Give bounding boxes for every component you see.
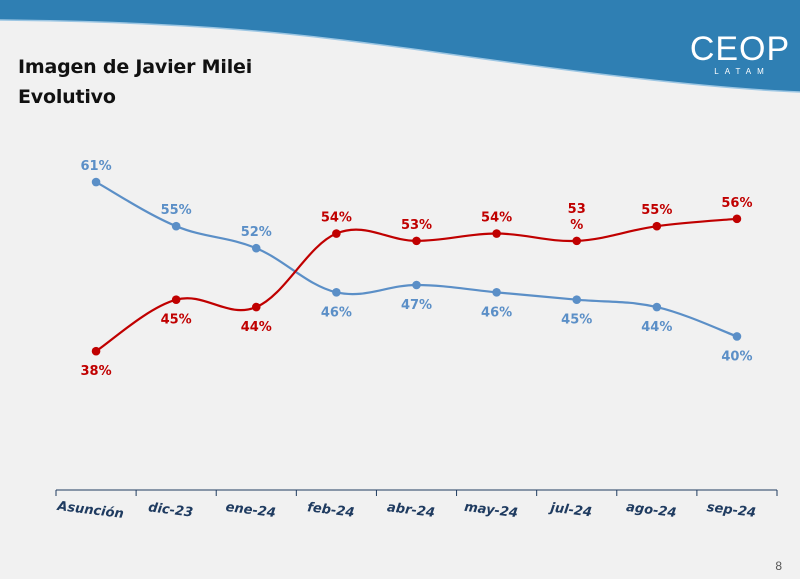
data-label: 45% (161, 313, 192, 328)
data-point (412, 236, 421, 246)
x-tick-label: dic-23 (147, 500, 193, 520)
data-point (652, 221, 662, 231)
data-label: 44% (241, 320, 272, 335)
data-label: 40% (721, 349, 752, 364)
data-label: 38% (80, 364, 111, 379)
data-label: 44% (641, 320, 672, 335)
data-label: 55% (641, 203, 672, 218)
data-point (492, 288, 501, 297)
x-tick-label: ene-24 (225, 500, 277, 521)
series-group: 61% 55% 52% 46% 47% 46% 45% 44% 40% 38% 45% 44% 54% 5… (80, 159, 752, 379)
x-tick-label: sep-24 (706, 500, 757, 521)
data-label: 52% (241, 225, 272, 240)
data-label: 53% (568, 202, 586, 233)
data-label: 55% (161, 203, 192, 218)
data-label: 46% (481, 305, 512, 320)
data-point (412, 280, 421, 290)
data-label: 56% (721, 196, 752, 211)
data-point (251, 302, 261, 312)
data-point (572, 295, 582, 305)
data-label: 61% (80, 159, 111, 174)
data-point (91, 177, 101, 187)
x-axis: Asunción dic-23 ene-24 feb-24 abr-24 may-24 ju… (55, 489, 778, 522)
logo-text: CEOP (690, 30, 790, 68)
x-tick-label: may-24 (463, 500, 518, 521)
data-label: 46% (321, 305, 352, 320)
data-point (732, 332, 742, 341)
chart-title: Imagen de Javier Milei (18, 56, 253, 78)
data-point (492, 229, 501, 238)
data-label: 45% (561, 313, 592, 328)
data-label: 54% (321, 211, 352, 226)
data-point (732, 214, 742, 224)
x-tick-label: abr-24 (386, 500, 435, 521)
data-point (171, 221, 181, 231)
data-point (332, 229, 341, 238)
data-label: 54% (481, 211, 512, 226)
x-tick-label: Asunción (55, 499, 124, 522)
data-point (332, 288, 341, 297)
x-tick-label: ago-24 (625, 500, 677, 521)
logo-subtext: LATAM (714, 67, 769, 76)
header-banner (0, 0, 800, 93)
data-point (652, 302, 662, 312)
data-label: 53% (401, 218, 432, 233)
logo: CEOP LATAM (690, 30, 790, 76)
data-point (171, 295, 181, 305)
data-point (572, 236, 582, 246)
x-tick-label: feb-24 (306, 500, 355, 521)
chart-subtitle: Evolutivo (18, 86, 116, 108)
x-tick-label: jul-24 (548, 500, 593, 520)
data-point (251, 243, 261, 253)
page-number: 8 (775, 559, 782, 573)
data-point (91, 346, 101, 356)
data-label: 47% (401, 298, 432, 313)
